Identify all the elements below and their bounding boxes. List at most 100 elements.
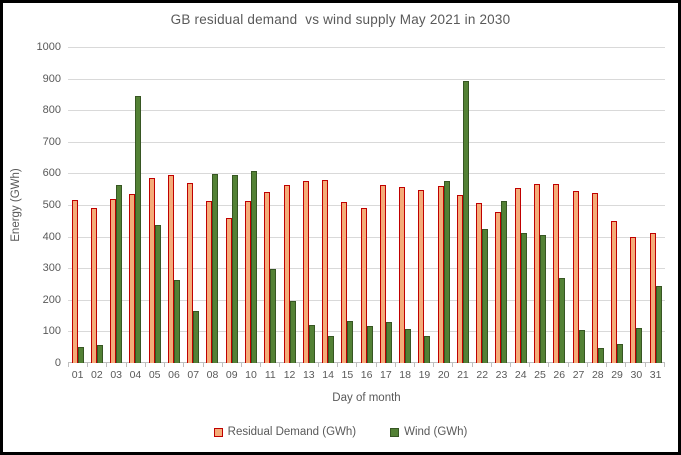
- bar-group-day-18: [396, 47, 415, 363]
- bar-group-day-28: [588, 47, 607, 363]
- x-tick-label-03: 03: [110, 369, 122, 381]
- x-tick-mark: [337, 363, 339, 367]
- y-tick-label-400: 400: [42, 230, 61, 243]
- y-axis-tick-labels: 0 100 200 300 400 500 600 700 800 900 1000: [3, 41, 61, 369]
- x-tick-label-30: 30: [630, 369, 643, 381]
- residual-demand-bar-day-24: [514, 187, 521, 363]
- x-tick-mark: [317, 363, 319, 367]
- x-tick-mark: [529, 363, 531, 367]
- wind-swatch-icon: [390, 427, 400, 437]
- x-tick-label-25: 25: [534, 369, 546, 381]
- y-tick-label-600: 600: [42, 167, 61, 180]
- x-tick-label-12: 12: [283, 369, 296, 381]
- x-tick-mark: [221, 363, 223, 367]
- y-tick-label-500: 500: [42, 199, 61, 211]
- residual-demand-bar-day-19: [418, 189, 425, 363]
- wind-bar-day-15: [347, 320, 354, 363]
- legend-item-wind: Wind (GWh): [390, 426, 467, 438]
- residual-demand-bar-day-23: [495, 211, 502, 363]
- wind-bar-day-16: [366, 326, 373, 363]
- bar-group-day-30: [627, 47, 646, 363]
- wind-bar-day-03: [116, 185, 123, 363]
- bar-group-day-26: [550, 47, 569, 363]
- x-tick-label-22: 22: [476, 369, 489, 381]
- residual-demand-bar-day-04: [129, 193, 136, 363]
- x-tick-label-01: 01: [71, 369, 84, 381]
- x-tick-label-05: 05: [148, 369, 161, 381]
- x-tick-mark: [356, 363, 358, 367]
- y-tick-label-300: 300: [42, 262, 61, 275]
- residual-demand-swatch-icon: [213, 427, 223, 437]
- x-tick-mark: [413, 363, 415, 367]
- bar-group-day-11: [261, 47, 280, 363]
- bar-group-day-02: [87, 47, 106, 363]
- y-tick-label-800: 800: [42, 104, 61, 117]
- bar-group-day-06: [164, 47, 183, 363]
- wind-bar-day-11: [270, 268, 277, 363]
- x-tick-label-26: 26: [553, 369, 566, 381]
- residual-demand-bar-day-06: [167, 174, 174, 363]
- x-tick-label-23: 23: [495, 369, 508, 381]
- x-tick-mark: [548, 363, 550, 367]
- bar-group-day-21: [453, 47, 472, 363]
- wind-bar-day-24: [520, 233, 527, 363]
- x-tick-label-02: 02: [91, 369, 103, 381]
- residual-demand-bar-day-25: [534, 183, 540, 363]
- x-tick-label-29: 29: [611, 369, 623, 381]
- legend-item-residual-demand: Residual Demand (GWh): [213, 426, 356, 438]
- x-tick-mark: [490, 363, 492, 367]
- wind-bar-day-26: [559, 278, 566, 363]
- wind-bar-day-06: [173, 280, 180, 363]
- bar-group-day-17: [376, 47, 395, 363]
- x-tick-label-15: 15: [341, 369, 354, 381]
- x-tick-mark: [298, 363, 300, 367]
- x-tick-label-06: 06: [168, 369, 180, 381]
- residual-demand-bar-day-29: [611, 220, 618, 363]
- x-tick-label-18: 18: [399, 369, 411, 381]
- residual-demand-bar-day-09: [225, 217, 232, 363]
- x-tick-mark: [106, 363, 108, 367]
- x-tick-label-09: 09: [225, 369, 238, 381]
- x-tick-mark: [394, 363, 396, 367]
- residual-demand-bar-day-03: [110, 198, 117, 363]
- gridline-600: [68, 173, 665, 175]
- wind-bar-day-30: [636, 328, 643, 363]
- x-tick-mark: [164, 363, 166, 367]
- x-tick-mark: [279, 363, 281, 367]
- wind-bar-day-07: [193, 310, 200, 363]
- bar-group-day-25: [530, 47, 549, 363]
- wind-bar-day-08: [212, 174, 219, 363]
- x-tick-mark: [433, 363, 435, 367]
- wind-bar-day-22: [482, 228, 489, 363]
- legend: Residual Demand (GWh) Wind (GWh): [3, 426, 678, 438]
- residual-demand-bar-day-21: [456, 194, 463, 363]
- bar-group-day-19: [415, 47, 434, 363]
- bar-group-day-12: [280, 47, 299, 363]
- bar-group-day-08: [203, 47, 222, 363]
- residual-demand-bar-day-13: [302, 181, 309, 363]
- x-axis-tick-labels: 01 02 03 04 05 06 07 08 09 10 11 12 13 14 15 16 17 18 19 20…: [68, 369, 665, 381]
- bar-group-day-31: [646, 47, 665, 363]
- residual-demand-bar-day-12: [283, 185, 290, 363]
- bar-group-day-20: [434, 47, 453, 363]
- wind-bar-day-31: [655, 285, 662, 363]
- x-tick-mark: [183, 363, 185, 367]
- wind-bar-day-17: [385, 321, 392, 363]
- wind-bar-day-13: [308, 325, 315, 363]
- residual-demand-bar-day-22: [476, 203, 483, 363]
- gridline-1000: [68, 47, 665, 48]
- x-tick-mark: [144, 363, 146, 367]
- y-tick-label-0: 0: [54, 357, 61, 369]
- wind-bar-day-19: [424, 336, 431, 363]
- residual-demand-bar-day-02: [90, 208, 97, 363]
- bar-group-day-22: [473, 47, 492, 363]
- residual-demand-bar-day-08: [206, 200, 213, 363]
- bar-group-day-14: [318, 47, 337, 363]
- bar-group-day-13: [299, 47, 318, 363]
- residual-demand-bar-day-18: [399, 187, 406, 363]
- bar-group-day-09: [222, 47, 241, 363]
- wind-bar-day-10: [251, 170, 258, 363]
- x-tick-mark: [240, 363, 242, 367]
- bar-group-day-23: [492, 47, 511, 363]
- y-tick-label-900: 900: [42, 72, 61, 85]
